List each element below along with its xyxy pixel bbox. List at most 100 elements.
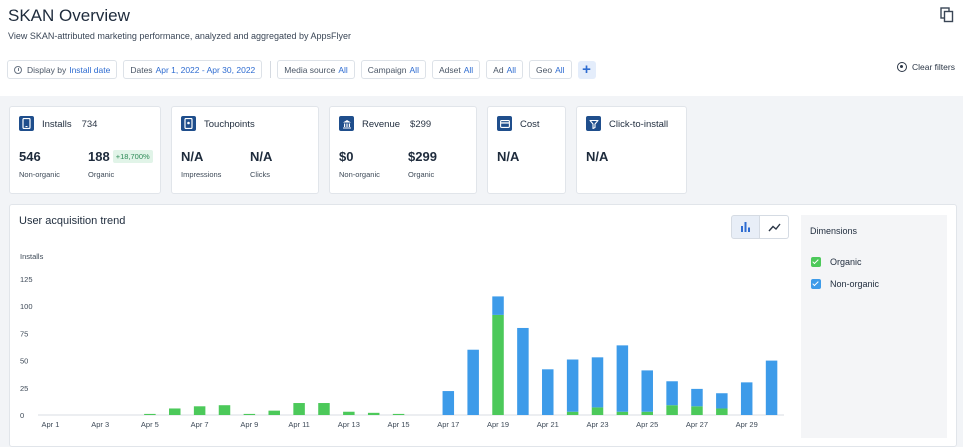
bar-organic[interactable] [218,405,231,415]
dimension-non-organic[interactable]: Non-organic [811,279,879,289]
x-tick-label: Apr 19 [487,420,509,429]
bar-chart-toggle[interactable] [731,215,760,239]
dimension-organic[interactable]: Organic [811,257,862,267]
display-by-filter[interactable]: Display by Install date [7,60,118,79]
bar-organic[interactable] [616,411,629,415]
dates-filter[interactable]: Dates Apr 1, 2022 - Apr 30, 2022 [123,60,263,79]
bar-organic[interactable] [566,411,579,415]
bar-organic[interactable] [392,413,405,415]
installs-organic: 188 +18,700% Organic [88,149,153,179]
x-tick-label: Apr 3 [91,420,109,429]
revenue-organic: $299 Organic [408,149,437,179]
bar-organic[interactable] [691,406,703,415]
page-subtitle: View SKAN-attributed marketing performan… [8,31,352,41]
add-filter-button[interactable]: + [577,60,596,79]
x-tick-label: Apr 17 [437,420,459,429]
bar-non-organic[interactable] [765,360,778,415]
y-tick-label: 50 [20,357,28,366]
bar-non-organic[interactable] [566,359,579,412]
funnel-icon [586,116,601,131]
cost-card-title: Cost [520,119,540,130]
x-tick-label: Apr 23 [586,420,608,429]
bar-organic[interactable] [367,412,380,415]
click-to-install-card: Click-to-install N/A [576,106,687,194]
bar-non-organic[interactable] [467,349,479,415]
bar-non-organic[interactable] [616,345,629,412]
bar-non-organic[interactable] [591,357,604,408]
x-tick-label: Apr 13 [338,420,360,429]
bar-non-organic[interactable] [716,393,728,409]
phone-icon [19,116,34,131]
tap-icon [181,116,196,131]
bar-organic[interactable] [343,411,355,415]
x-tick-label: Apr 25 [636,420,658,429]
non-organic-checkbox[interactable] [811,279,821,289]
bar-organic[interactable] [243,413,256,415]
line-chart-toggle[interactable] [760,215,789,239]
bar-organic[interactable] [318,403,330,415]
bar-organic[interactable] [268,410,280,415]
y-tick-label: 25 [20,384,28,393]
clear-filters-button[interactable]: Clear filters [897,62,955,72]
bar-non-organic[interactable] [517,327,529,415]
bar-non-organic[interactable] [641,370,653,412]
media-source-filter[interactable]: Media source All [277,60,355,79]
click-to-install-card-title: Click-to-install [609,119,669,130]
bar-organic[interactable] [293,403,305,415]
bar-non-organic[interactable] [666,381,678,406]
x-tick-label: Apr 11 [288,420,310,429]
touchpoints-card-title: Touchpoints [204,119,255,130]
organic-checkbox[interactable] [811,257,821,267]
y-axis-title: Installs [20,252,44,261]
growth-badge: +18,700% [112,150,153,163]
installs-chart: Installs 0 25 50 75 100 125 Apr 1 Apr 3 Apr 5 Ap… [20,252,784,429]
installs-card: Installs 734 546 Non-organic 188 +18,700% … [9,106,161,194]
y-tick-label: 0 [20,411,24,420]
bar-organic[interactable] [666,405,678,415]
click-to-install-value: N/A [586,149,609,164]
bar-organic[interactable] [492,314,504,415]
revenue-total: $299 [410,119,432,130]
geo-filter[interactable]: Geo All [529,60,572,79]
installs-card-title: Installs 734 [42,119,98,130]
bar-non-organic[interactable] [740,382,753,415]
installs-total: 734 [81,119,98,130]
revenue-card-title: Revenue $299 [362,119,432,130]
bar-non-organic[interactable] [542,369,554,415]
x-tick-label: Apr 9 [240,420,258,429]
x-tick-label: Apr 21 [537,420,559,429]
clock-icon [14,65,22,74]
dimensions-panel: Dimensions Organic Non-organic [801,215,947,438]
y-tick-label: 100 [20,302,33,311]
x-tick-label: Apr 1 [41,420,59,429]
bar-organic[interactable] [193,406,206,415]
credit-card-icon [497,116,512,131]
line-chart-icon [767,223,781,231]
cost-value: N/A [497,149,520,164]
campaign-filter[interactable]: Campaign All [360,60,426,79]
touchpoints-clicks: N/A Clicks [250,149,273,179]
x-tick-label: Apr 29 [736,420,758,429]
bar-non-organic[interactable] [691,388,703,407]
y-tick-label: 75 [20,329,28,338]
bar-chart-icon [741,222,750,232]
touchpoints-impressions: N/A Impressions [181,149,222,179]
user-acquisition-panel: User acquisition trend Installs 0 25 50 75 1… [9,204,957,447]
adset-filter[interactable]: Adset All [431,60,481,79]
bar-non-organic[interactable] [442,391,455,415]
bar-organic[interactable] [169,408,181,415]
copy-icon[interactable] [940,7,954,23]
bar-organic[interactable] [144,413,156,415]
bar-organic[interactable] [716,408,728,415]
x-tick-label: Apr 7 [191,420,209,429]
ad-filter[interactable]: Ad All [486,60,524,79]
touchpoints-card: Touchpoints N/A Impressions N/A Clicks [171,106,319,194]
clear-filters-icon [897,62,907,72]
bar-organic[interactable] [641,411,653,415]
bank-icon [339,116,354,131]
page-header: SKAN Overview View SKAN-attributed marke… [0,0,963,96]
dimensions-title: Dimensions [810,226,858,236]
cost-card: Cost N/A [487,106,566,194]
bar-organic[interactable] [591,407,604,415]
bar-non-organic[interactable] [492,296,504,315]
